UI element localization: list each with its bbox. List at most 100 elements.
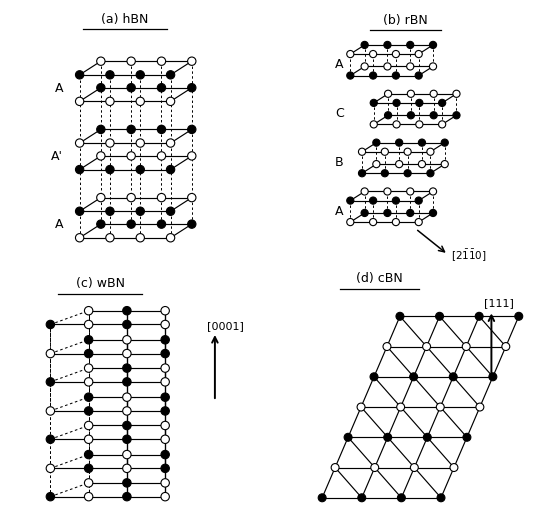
- Circle shape: [75, 165, 84, 173]
- Circle shape: [346, 218, 354, 226]
- Circle shape: [441, 160, 448, 168]
- Circle shape: [167, 233, 175, 242]
- Circle shape: [157, 57, 165, 65]
- Circle shape: [359, 148, 365, 155]
- Circle shape: [429, 209, 437, 217]
- Circle shape: [167, 71, 175, 79]
- Circle shape: [85, 450, 93, 459]
- Circle shape: [123, 450, 131, 459]
- Text: B: B: [335, 156, 344, 169]
- Circle shape: [136, 207, 144, 215]
- Circle shape: [123, 364, 131, 373]
- Circle shape: [407, 209, 414, 217]
- Circle shape: [383, 343, 391, 351]
- Circle shape: [123, 320, 131, 329]
- Circle shape: [85, 421, 93, 430]
- Text: [0001]: [0001]: [207, 320, 244, 331]
- Circle shape: [381, 170, 388, 177]
- Circle shape: [361, 188, 368, 195]
- Circle shape: [167, 165, 175, 173]
- Circle shape: [395, 139, 403, 146]
- Circle shape: [85, 407, 93, 415]
- Circle shape: [489, 373, 497, 381]
- Circle shape: [127, 125, 135, 133]
- Circle shape: [106, 139, 114, 147]
- Circle shape: [161, 378, 169, 386]
- Circle shape: [127, 193, 135, 202]
- Circle shape: [157, 125, 165, 133]
- Circle shape: [416, 121, 423, 128]
- Circle shape: [427, 148, 434, 155]
- Circle shape: [167, 97, 175, 106]
- Text: [111]: [111]: [484, 299, 514, 308]
- Circle shape: [161, 407, 169, 415]
- Circle shape: [188, 220, 196, 228]
- Circle shape: [430, 111, 437, 119]
- Circle shape: [396, 312, 404, 320]
- Circle shape: [85, 464, 93, 473]
- Circle shape: [415, 218, 422, 226]
- Circle shape: [436, 403, 444, 411]
- Circle shape: [188, 57, 196, 65]
- Circle shape: [415, 51, 422, 58]
- Circle shape: [416, 100, 423, 106]
- Circle shape: [136, 233, 144, 242]
- Circle shape: [136, 97, 144, 106]
- Circle shape: [75, 139, 84, 147]
- Text: A': A': [51, 150, 63, 163]
- Circle shape: [427, 170, 434, 177]
- Circle shape: [409, 373, 418, 381]
- Circle shape: [407, 111, 414, 119]
- Circle shape: [436, 312, 443, 320]
- Circle shape: [429, 41, 437, 48]
- Circle shape: [85, 306, 93, 315]
- Circle shape: [106, 97, 114, 106]
- Circle shape: [384, 433, 392, 441]
- Circle shape: [123, 306, 131, 315]
- Text: C: C: [335, 107, 344, 120]
- Circle shape: [407, 41, 414, 48]
- Circle shape: [97, 152, 105, 160]
- Circle shape: [46, 435, 55, 443]
- Circle shape: [46, 464, 55, 473]
- Circle shape: [85, 393, 93, 401]
- Circle shape: [463, 433, 471, 441]
- Circle shape: [437, 494, 445, 502]
- Circle shape: [188, 125, 196, 133]
- Circle shape: [85, 479, 93, 487]
- Circle shape: [418, 160, 426, 168]
- Circle shape: [157, 193, 165, 202]
- Circle shape: [358, 494, 366, 502]
- Text: A: A: [335, 205, 344, 218]
- Circle shape: [123, 421, 131, 430]
- Circle shape: [373, 160, 380, 168]
- Text: A: A: [335, 58, 344, 71]
- Circle shape: [438, 100, 446, 106]
- Circle shape: [346, 51, 354, 58]
- Circle shape: [106, 165, 114, 173]
- Circle shape: [161, 336, 169, 344]
- Circle shape: [85, 492, 93, 501]
- Circle shape: [407, 63, 414, 70]
- Circle shape: [127, 83, 135, 92]
- Circle shape: [97, 83, 105, 92]
- Text: [2$\bar{1}\bar{1}$0]: [2$\bar{1}\bar{1}$0]: [451, 247, 487, 263]
- Circle shape: [106, 71, 114, 79]
- Circle shape: [346, 72, 354, 79]
- Circle shape: [46, 378, 55, 386]
- Circle shape: [449, 373, 457, 381]
- Circle shape: [75, 97, 84, 106]
- Circle shape: [75, 71, 84, 79]
- Circle shape: [188, 193, 196, 202]
- Circle shape: [46, 320, 55, 329]
- Circle shape: [392, 197, 399, 204]
- Circle shape: [136, 71, 144, 79]
- Circle shape: [123, 435, 131, 443]
- Circle shape: [123, 479, 131, 487]
- Circle shape: [361, 41, 368, 48]
- Circle shape: [462, 343, 470, 351]
- Circle shape: [407, 188, 414, 195]
- Circle shape: [393, 100, 400, 106]
- Circle shape: [123, 393, 131, 401]
- Circle shape: [46, 407, 55, 415]
